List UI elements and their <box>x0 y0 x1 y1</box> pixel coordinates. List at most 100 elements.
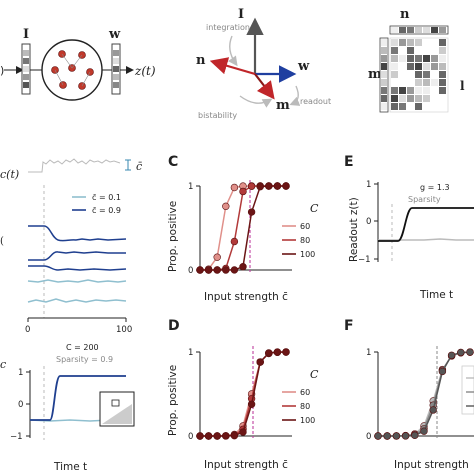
panelF-curve-c-point <box>411 431 419 440</box>
matrix-cell <box>415 71 422 78</box>
panelF-curve-c-point <box>457 348 465 357</box>
panelC-legend-60: 60 <box>300 222 310 231</box>
panelF-ytick-1: 1 <box>366 348 371 358</box>
label-n-vec: n <box>196 53 206 68</box>
trace-light-1 <box>27 279 127 283</box>
matrix-cell <box>399 87 406 94</box>
traces-xtick-100: 100 <box>116 325 132 335</box>
panelC-curve-100-point <box>213 266 221 274</box>
matrix-cell <box>391 55 398 62</box>
matrix-cell <box>439 79 446 86</box>
n-vector-cell <box>391 27 398 33</box>
matrix-cell <box>439 87 446 94</box>
panelE-trace-low <box>378 238 474 241</box>
matrix-cell <box>423 71 430 78</box>
m-vector-cell <box>381 95 387 102</box>
panelC-curve-80-point <box>230 237 239 246</box>
m-vector-cell <box>381 87 387 94</box>
matrix-cell <box>439 55 446 62</box>
matrix-cell <box>391 71 398 78</box>
matrix-cell <box>415 39 422 46</box>
panelF-curve-c-point <box>392 432 401 440</box>
panelC-curve-100-point <box>256 182 264 191</box>
panelC-curve-100-point <box>196 266 204 274</box>
m-vector-cell <box>381 79 387 86</box>
panelD-legend-80: 80 <box>300 402 310 411</box>
panelE-g-label: g = 1.3 <box>420 183 450 192</box>
matrix-cell <box>431 55 438 62</box>
panelD-legend-60: 60 <box>300 388 310 397</box>
matrix-cell <box>407 47 414 54</box>
panelE-ytick-0: 0 <box>366 217 371 227</box>
label-w: w <box>108 27 121 42</box>
label-I-vec: I <box>238 7 244 22</box>
panelC-curve-100-point <box>230 266 239 274</box>
panelC-curve-100-point <box>204 266 213 274</box>
panel-D: D Prop. positive 1 0 C 60 80 100 Input s… <box>167 318 319 471</box>
matrix-cell <box>423 63 430 70</box>
panelD-curve-100-point <box>282 348 290 356</box>
matrix-cell <box>415 55 422 62</box>
matrix-cell <box>391 63 398 70</box>
panelF-curve-c-point <box>401 432 410 440</box>
trace-light-2 <box>27 298 127 303</box>
panelE-ylabel: Readout z(t) <box>348 197 360 262</box>
input-signal-trace <box>28 158 121 173</box>
panelE-xlabel: Time t <box>419 289 453 301</box>
readout-ytick-1: 1 <box>18 368 23 378</box>
panelD-curve-100-point <box>247 400 256 408</box>
panel-C: C Prop. positive 1 0 C 60 80 100 Input s… <box>167 154 319 303</box>
panelD-ytick-1: 1 <box>188 348 193 358</box>
inset-sparsity-label: Sparsity = 0.9 <box>56 355 113 364</box>
inset-C-label: C = 200 <box>66 343 99 352</box>
matrix-cell <box>407 39 414 46</box>
panelD-curve-100-point <box>256 358 264 366</box>
panelF-xlabel: Input strength <box>394 459 469 471</box>
cbar-label: c̄ <box>136 160 143 173</box>
panel-F: F 1 0 Input strength <box>344 318 474 471</box>
panelC-curve-100-line <box>200 185 287 271</box>
trace-dark-3 <box>28 265 127 271</box>
panelD-curve-100-point <box>213 432 221 440</box>
panelF-curve-c-point <box>420 427 428 435</box>
matrix-cell <box>431 63 438 70</box>
panelC-curve-60-point <box>222 202 230 211</box>
matrix-cell <box>415 87 422 94</box>
matrix-edge-label: l <box>460 79 465 93</box>
panelF-curve-c-point <box>383 432 391 440</box>
panelC-curve-100-point <box>239 263 247 271</box>
matrix-cell <box>415 103 422 110</box>
label-m-col: m <box>368 67 382 82</box>
panelD-curve-100-point <box>204 432 213 440</box>
m-vector-cell <box>381 103 387 110</box>
panel-readout-bottom-left: c C = 200 Sparsity = 0.9 1 0 −1 Time t <box>0 343 135 473</box>
input-partial-label: ) <box>0 64 4 77</box>
label-m-vec: m <box>276 98 290 113</box>
n-vector-cell <box>415 27 422 33</box>
bistability-label: bistability <box>198 111 237 120</box>
m-vector-cell <box>381 55 387 62</box>
readout-partial-label: c <box>0 358 6 371</box>
matrix-cell <box>439 63 446 70</box>
m-vector-cell <box>381 47 387 54</box>
matrix-cell <box>407 55 414 62</box>
panelF-curve-c-point <box>429 406 437 414</box>
matrix-cell <box>431 79 438 86</box>
matrix-cell <box>439 39 446 46</box>
readout-ytick-neg1: −1 <box>10 432 23 442</box>
panelD-curve-100-point <box>230 431 239 440</box>
m-vector-cell <box>381 63 387 70</box>
matrix-cell <box>439 47 446 54</box>
readout-xlabel: Time t <box>53 461 87 473</box>
readout-ytick-0: 0 <box>18 400 23 410</box>
panel-letter-C: C <box>168 154 178 170</box>
panelC-curve-100-point <box>282 182 290 190</box>
panel-letter-E: E <box>344 154 354 170</box>
panel-traces: c(t) c̄ c̄ = 0.1 c̄ = 0.9 0 100 ( <box>0 158 143 335</box>
connectivity-matrix: n m l <box>368 7 465 113</box>
panelC-curve-60-point <box>213 253 221 261</box>
inset-plot <box>99 391 135 427</box>
panelC-ylabel: Prop. positive <box>167 201 179 272</box>
panelC-curve-80-point <box>239 187 247 196</box>
matrix-cell <box>407 95 414 102</box>
